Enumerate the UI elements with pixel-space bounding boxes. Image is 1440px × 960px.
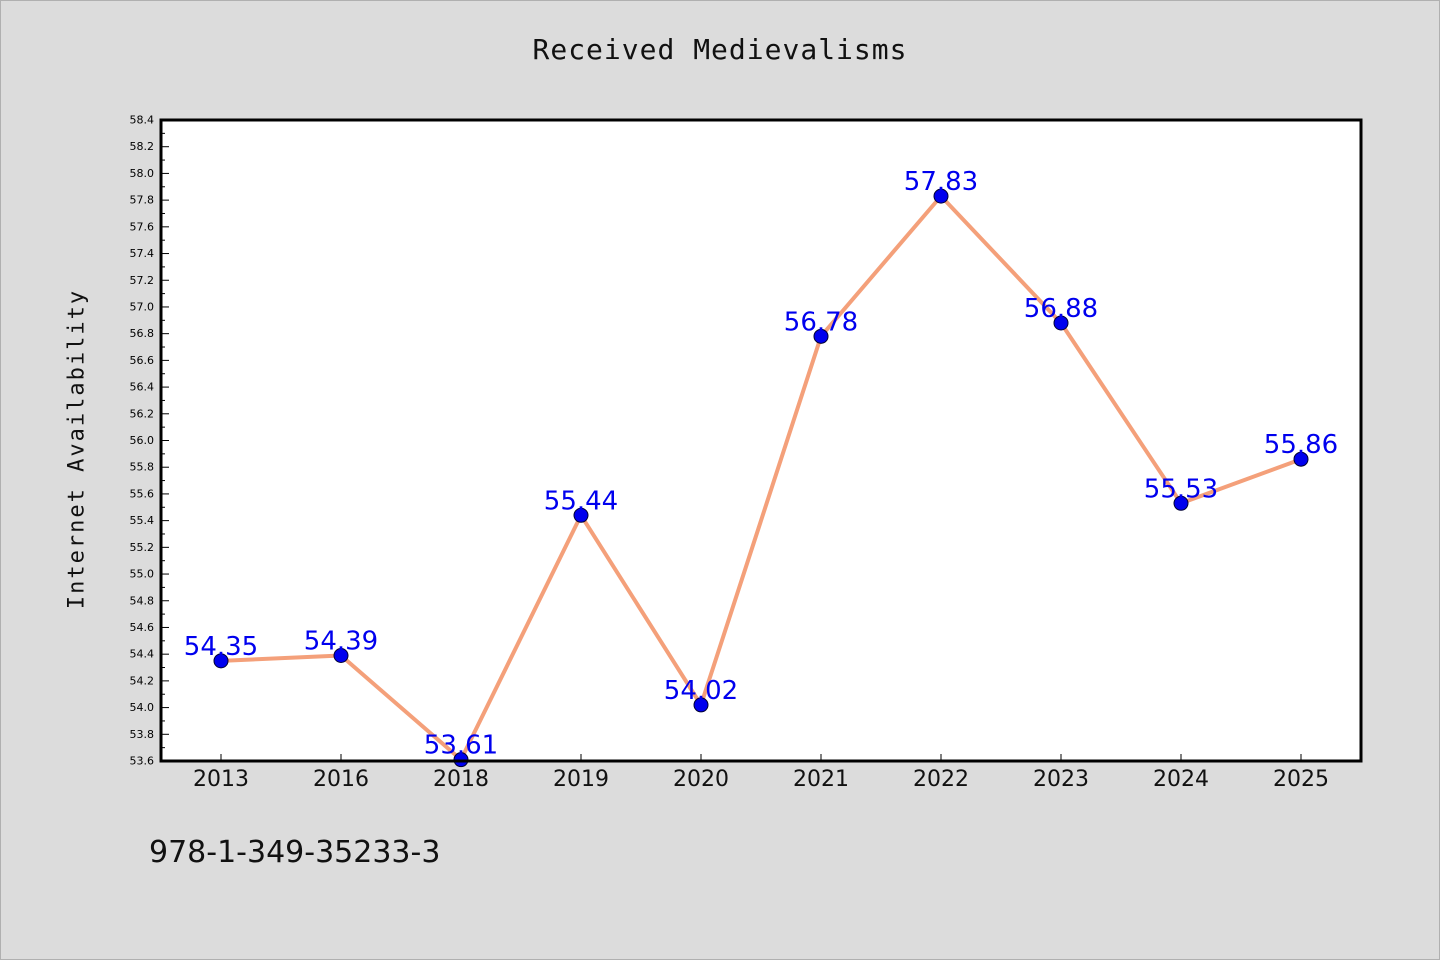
data-label: 55.44	[544, 486, 618, 516]
x-tick-label: 2018	[433, 767, 489, 792]
data-point	[933, 188, 949, 204]
data-label: 54.02	[664, 676, 738, 706]
data-label: 56.88	[1024, 294, 1098, 324]
data-point	[213, 653, 229, 669]
y-tick-label: 55.0	[130, 568, 155, 581]
y-tick-label: 58.0	[130, 167, 155, 180]
y-tick-label: 53.6	[130, 755, 155, 768]
x-tick-label: 2019	[553, 767, 609, 792]
x-tick-label: 2016	[313, 767, 369, 792]
y-tick-label: 57.2	[130, 274, 155, 287]
x-tick-label: 2025	[1273, 767, 1329, 792]
plot-frame	[159, 118, 1363, 763]
x-tick-label: 2013	[193, 767, 249, 792]
data-label: 55.86	[1264, 430, 1338, 460]
plot-area	[161, 120, 1361, 761]
x-tick-label: 2024	[1153, 767, 1209, 792]
y-tick-label: 57.4	[130, 247, 155, 260]
data-label: 54.35	[184, 632, 258, 662]
data-point	[1053, 315, 1069, 331]
y-tick-label: 54.8	[130, 594, 155, 607]
y-tick-label: 54.2	[130, 674, 155, 687]
data-label: 53.61	[424, 731, 498, 761]
data-point	[1293, 451, 1309, 467]
y-tick-label: 54.6	[130, 621, 155, 634]
y-tick-label: 57.6	[130, 220, 155, 233]
data-point	[573, 507, 589, 523]
y-tick-label: 55.8	[130, 461, 155, 474]
x-tick-label: 2023	[1033, 767, 1089, 792]
y-tick-label: 56.0	[130, 434, 155, 447]
data-point	[1173, 495, 1189, 511]
data-point	[813, 328, 829, 344]
data-point	[333, 648, 349, 664]
y-tick-label: 55.2	[130, 541, 155, 554]
y-tick-label: 56.6	[130, 354, 155, 367]
y-tick-label: 56.4	[130, 381, 155, 394]
y-tick-label: 58.2	[130, 140, 155, 153]
x-tick-label: 2020	[673, 767, 729, 792]
x-tick-label: 2022	[913, 767, 969, 792]
data-label: 55.53	[1144, 474, 1218, 504]
y-tick-label: 57.0	[130, 300, 155, 313]
x-tick-label: 2021	[793, 767, 849, 792]
y-tick-label: 54.4	[130, 648, 155, 661]
y-tick-label: 54.0	[130, 701, 155, 714]
isbn-footer: 978-1-349-35233-3	[149, 835, 441, 870]
data-label: 57.83	[904, 167, 978, 197]
y-tick-label: 53.8	[130, 728, 155, 741]
y-tick-label: 57.8	[130, 194, 155, 207]
data-label: 56.78	[784, 307, 858, 337]
y-tick-label: 55.6	[130, 487, 155, 500]
y-tick-label: 55.4	[130, 514, 155, 527]
y-tick-label: 58.4	[130, 114, 155, 127]
y-tick-label: 56.2	[130, 407, 155, 420]
y-tick-label: 56.8	[130, 327, 155, 340]
data-point	[693, 697, 709, 713]
data-label: 54.39	[304, 627, 378, 657]
chart-title: Received Medievalisms	[532, 33, 908, 66]
series-line	[219, 194, 1303, 762]
